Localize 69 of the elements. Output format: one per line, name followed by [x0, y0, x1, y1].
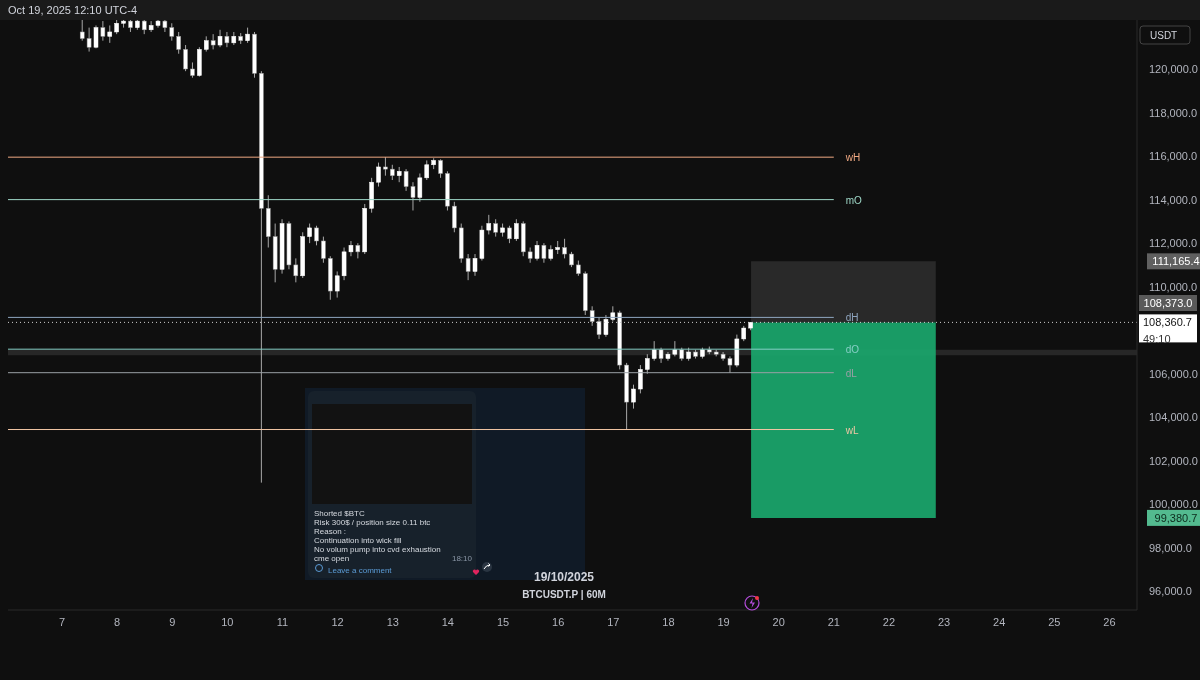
y-tick-label: 120,000.0 — [1149, 62, 1198, 75]
x-tick-label: 22 — [882, 615, 896, 628]
text: Oct 19, 2025 12:10 UTC-4 — [8, 4, 138, 16]
candlestick — [307, 223, 312, 244]
y-tick-label: 104,000.0 — [1149, 411, 1198, 424]
ref-line-label: dH — [845, 312, 859, 324]
x-tick-label: 17 — [607, 615, 620, 628]
y-tick-label: 116,000.0 — [1149, 150, 1198, 163]
y-tick-label: 118,000.0 — [1149, 106, 1198, 119]
x-tick-label: 26 — [1103, 615, 1116, 628]
candlestick — [183, 44, 188, 72]
candlestick — [645, 353, 650, 375]
x-tick-label: 7 — [58, 615, 66, 628]
x-tick-label: 24 — [993, 615, 1006, 628]
y-tick-label: 100,000.0 — [1149, 498, 1198, 511]
ref-line-label: 108,360.7 — [1143, 316, 1192, 329]
x-tick-label: 19 — [717, 615, 730, 628]
y-tick-label: 99,380.7 — [1154, 511, 1198, 524]
annotation: cme open — [314, 554, 350, 563]
annotation: Reason : — [314, 527, 347, 536]
candlestick — [562, 238, 567, 259]
y-tick-label: 114,000.0 — [1149, 193, 1198, 206]
x-tick-label: 11 — [276, 615, 289, 628]
annotation: Leave a comment — [328, 566, 393, 575]
y-tick-label: 106,000.0 — [1149, 367, 1198, 380]
y-tick-label: 102,000.0 — [1149, 454, 1198, 467]
annotation: 18:10 — [451, 554, 473, 563]
x-tick-label: 20 — [772, 615, 785, 628]
y-tick-label: 112,000.0 — [1149, 237, 1198, 250]
candlestick — [638, 364, 643, 394]
candlestick — [321, 236, 326, 264]
candlestick — [438, 158, 443, 179]
y-tick-label: 96,000.0 — [1149, 585, 1192, 598]
annotation: Continuation into wick fill — [314, 536, 402, 545]
x-tick-label: 14 — [441, 615, 455, 628]
x-tick-label: 15 — [496, 615, 510, 628]
x-tick-label: 10 — [221, 615, 234, 628]
candlestick — [176, 31, 181, 55]
x-tick-label: 25 — [1048, 615, 1061, 628]
x-tick-label: 21 — [827, 615, 840, 628]
text: 108,373.0 — [1143, 297, 1193, 309]
ref-line-label: wH — [844, 152, 861, 164]
annotation: Risk 300$ / position size 0.11 btc — [314, 518, 431, 527]
candlestick — [376, 162, 381, 188]
y-tick-label: 110,000.0 — [1149, 280, 1198, 293]
x-tick-label: 18 — [662, 615, 675, 628]
x-tick-label: 23 — [937, 615, 951, 628]
ref-line-label: dO — [845, 344, 860, 356]
x-tick-label: 13 — [386, 615, 399, 628]
ref-line-label: wL — [844, 424, 860, 436]
ref-line-label: mO — [845, 194, 863, 206]
candlestick — [383, 156, 388, 177]
annotation: BTCUSDT.P | 60M — [522, 589, 606, 600]
candlestick — [631, 384, 636, 410]
annotation: No volum pump into cvd exhaustion — [314, 545, 441, 554]
x-tick-label: 9 — [169, 615, 176, 628]
y-tick-label: 111,165.4 — [1152, 255, 1200, 268]
x-tick-label: 8 — [114, 615, 121, 628]
candlestick — [314, 225, 319, 246]
ref-line-label: dL — [845, 367, 858, 379]
x-tick-label: 12 — [331, 615, 344, 628]
y-axis-title: USDT — [1150, 30, 1178, 41]
candlestick — [514, 218, 519, 242]
text: 49:10 — [1143, 333, 1171, 345]
annotation: Shorted $BTC — [314, 509, 365, 518]
candlestick — [452, 201, 457, 233]
annotation: 19/10/2025 — [533, 570, 595, 584]
x-tick-label: 16 — [552, 615, 565, 628]
y-tick-label: 98,000.0 — [1149, 541, 1192, 554]
